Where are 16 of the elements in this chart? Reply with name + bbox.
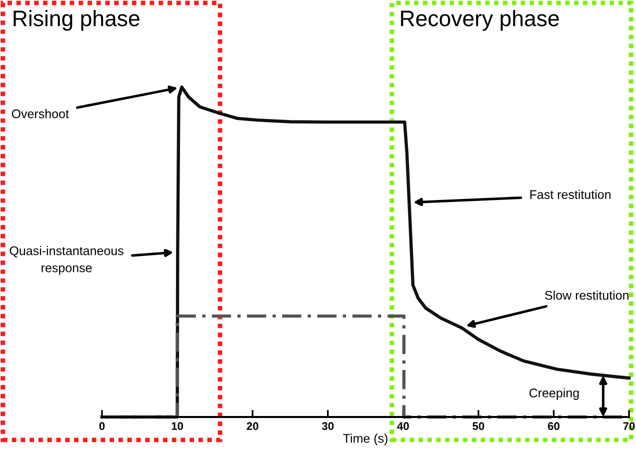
- x-tick-label: 30: [322, 422, 334, 430]
- annotation: Creeping: [529, 388, 579, 400]
- x-tick-label: 60: [548, 422, 560, 430]
- annotation: Quasi-instantaneous response: [10, 246, 124, 275]
- annotation: Overshoot: [12, 109, 69, 118]
- annotation: Slow restitution: [545, 290, 628, 300]
- x-tick-label: 10: [172, 422, 184, 430]
- x-axis-title: Time (s): [343, 434, 388, 446]
- x-tick-label: 20: [246, 422, 258, 430]
- x-tick-label: 70: [623, 422, 635, 430]
- text: Rising phase: [14, 10, 140, 31]
- text: Recovery phase: [401, 10, 559, 31]
- x-tick-label: 0: [99, 422, 105, 430]
- x-tick-label: 40: [397, 422, 409, 430]
- annotation: Fast restitution: [530, 190, 610, 199]
- x-tick-label: 50: [472, 422, 484, 430]
